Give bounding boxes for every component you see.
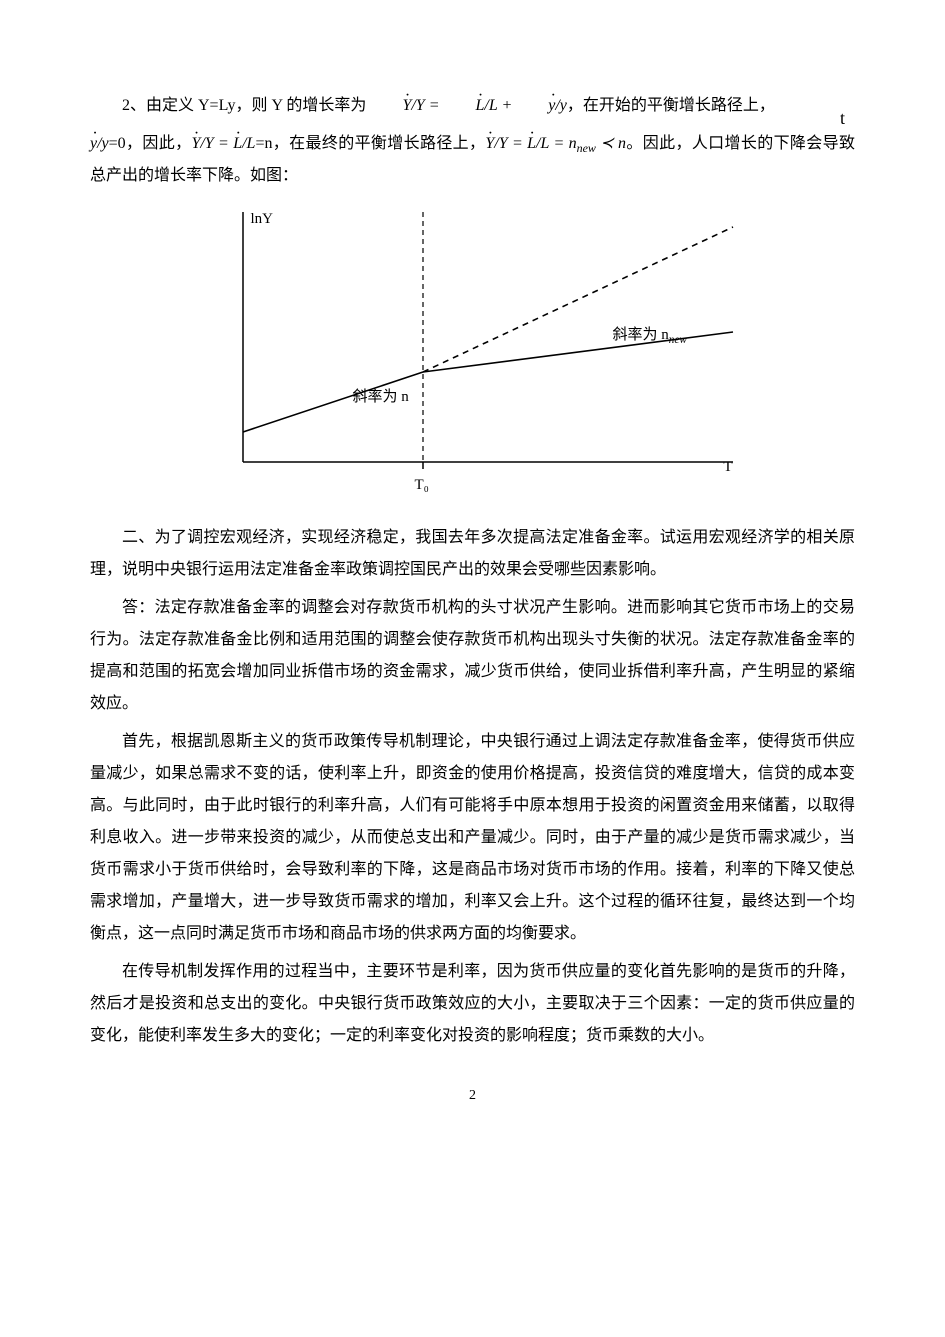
x-axis-label: T (723, 452, 732, 482)
t0-label: T₀ (415, 470, 429, 500)
y-axis-label: lnY (251, 204, 274, 234)
answer-p2: 首先，根据凯恩斯主义的货币政策传导机制理论，中央银行通过上调法定存款准备金率，使… (90, 726, 855, 950)
p2-eq4: Y/Y = L/L = nnew ≺ n (485, 135, 626, 152)
chart-svg (193, 202, 753, 502)
p2-eq2: y/y (90, 135, 109, 152)
problem2-line2: y/y=0，因此，Y/Y = L/L=n，在最终的平衡增长路径上，Y/Y = L… (90, 128, 855, 192)
answer-p3: 在传导机制发挥作用的过程当中，主要环节是利率，因为货币供应量的变化首先影响的是货… (90, 956, 855, 1052)
p2-eq3-after: =n，在最终的平衡增长路径上， (255, 135, 485, 152)
p2-eq2-after: =0，因此， (109, 135, 192, 152)
answer-p1: 答：法定存款准备金率的调整会对存款货币机构的头寸状况产生影响。进而影响其它货币市… (90, 592, 855, 720)
section2-title: 二、为了调控宏观经济，实现经济稳定，我国去年多次提高法定准备金率。试运用宏观经济… (90, 522, 855, 586)
top-letter-t: t (840, 100, 845, 136)
slope-n-label: 斜率为 n (353, 382, 409, 412)
slope-nnew-label: 斜率为 nnew (613, 320, 687, 352)
p2-eq3: Y/Y = L/L (191, 135, 255, 152)
slope-nnew-sub: new (669, 334, 687, 346)
eq4-sub: new (577, 141, 596, 155)
page-number: 2 (90, 1082, 855, 1110)
lnY-chart: lnY T T₀ 斜率为 n 斜率为 nnew (193, 202, 753, 502)
p2-prefix: 2、由定义 Y=Ly，则 Y 的增长率为 (122, 97, 366, 114)
slope-nnew-text: 斜率为 n (613, 327, 669, 343)
p2-mid1: ，在开始的平衡增长路径上， (567, 97, 775, 114)
problem2-text: 2、由定义 Y=Ly，则 Y 的增长率为 Y/Y = L/L + y/y，在开始… (90, 90, 855, 122)
p2-eq1: Y/Y = L/L + y/y (370, 97, 566, 114)
